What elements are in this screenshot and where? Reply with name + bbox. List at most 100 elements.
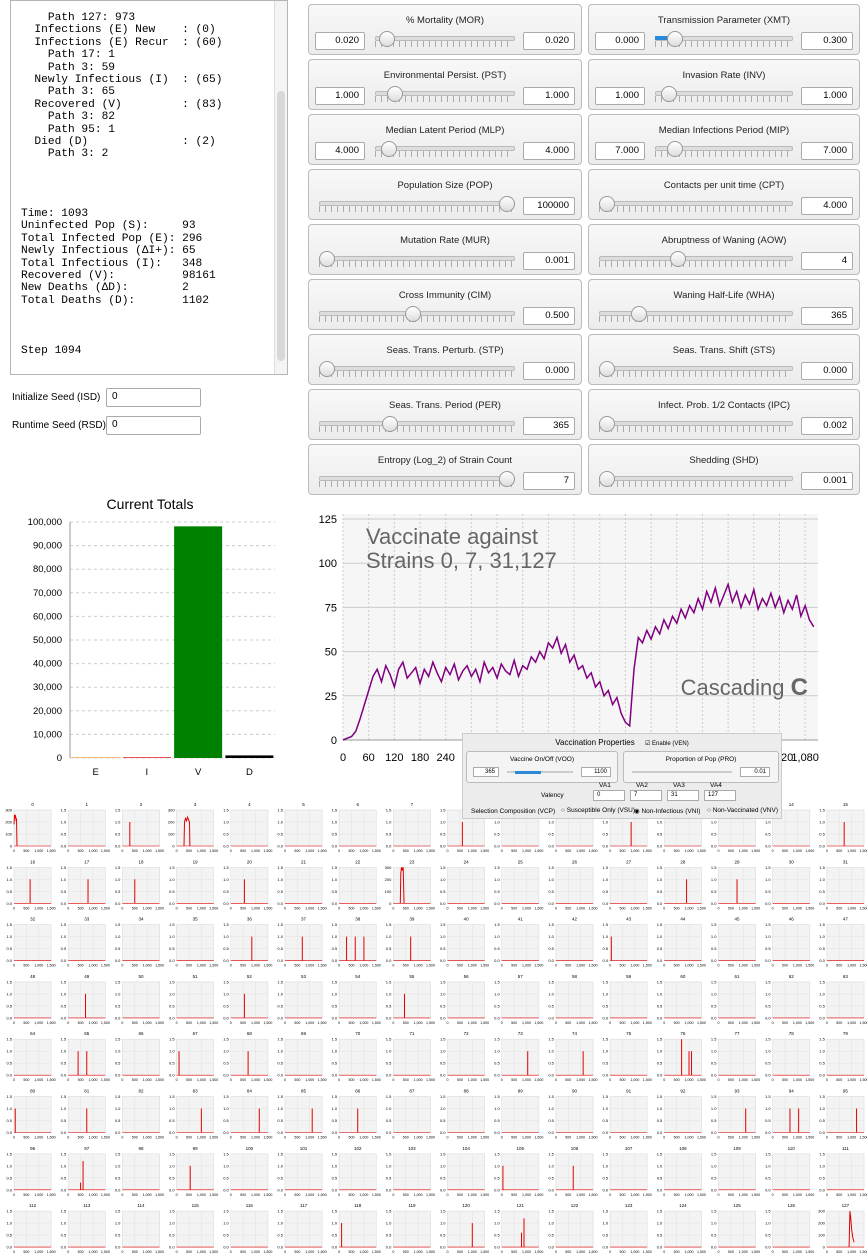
- value-field[interactable]: 7.000: [801, 142, 853, 160]
- slider-track[interactable]: [655, 146, 793, 151]
- slider-knob[interactable]: [631, 306, 648, 322]
- y-tick-label: 0.0: [603, 1245, 609, 1250]
- y-tick-label: 1.5: [115, 1151, 121, 1156]
- valency-input[interactable]: 127: [704, 790, 736, 801]
- slider-knob[interactable]: [387, 86, 404, 102]
- slider-knob[interactable]: [381, 141, 398, 157]
- value-field[interactable]: 100000: [523, 197, 575, 215]
- value-field[interactable]: 0.000: [523, 362, 575, 380]
- x-tick-label: 1,500: [589, 849, 598, 853]
- slider-track[interactable]: [655, 91, 793, 96]
- seed-input[interactable]: 0: [106, 388, 201, 407]
- scroll-thumb[interactable]: [277, 91, 285, 361]
- voo-start[interactable]: 365: [473, 767, 499, 777]
- value-field[interactable]: 0.001: [801, 472, 853, 490]
- slider-knob[interactable]: [670, 251, 687, 267]
- slider-knob[interactable]: [667, 141, 684, 157]
- slider-knob[interactable]: [378, 31, 395, 47]
- strain-chart: 340.00.51.01.50 500 1,000 1,500: [115, 917, 164, 968]
- voo-slider[interactable]: [507, 771, 573, 774]
- slider-knob[interactable]: [382, 416, 398, 432]
- y-tick-label: 1.5: [657, 1209, 663, 1214]
- value-field[interactable]: 0.001: [523, 252, 575, 270]
- slider-knob[interactable]: [599, 416, 615, 432]
- value-field[interactable]: 0.300: [801, 32, 853, 50]
- slider-knob[interactable]: [667, 31, 684, 47]
- slider-knob[interactable]: [499, 196, 515, 212]
- x-tick-label: 500: [565, 1021, 571, 1025]
- dialog-title-text: Vaccination Properties: [555, 738, 635, 747]
- x-tick-label: 1,500: [318, 1021, 327, 1025]
- y-tick-label: 0.5: [819, 1118, 825, 1123]
- slider-track[interactable]: [375, 91, 515, 96]
- slider-track[interactable]: [319, 421, 515, 426]
- slider-knob[interactable]: [499, 471, 515, 487]
- slider-ticks: [599, 481, 791, 487]
- strain-title: 100: [246, 1146, 254, 1151]
- valency-input[interactable]: 7: [630, 790, 662, 801]
- slider-track[interactable]: [599, 311, 793, 316]
- value-field[interactable]: 1.000: [523, 87, 575, 105]
- strain-chart: 730.00.51.01.50 500 1,000 1,500: [494, 1031, 543, 1082]
- slider-knob[interactable]: [599, 471, 615, 487]
- plot-area: [13, 1038, 52, 1076]
- min-field[interactable]: 7.000: [595, 142, 645, 160]
- enable-checkbox[interactable]: ☑ Enable (VEN): [644, 741, 689, 747]
- pro-slider[interactable]: [632, 771, 732, 773]
- slider-knob[interactable]: [405, 306, 422, 322]
- slider-track[interactable]: [375, 36, 515, 41]
- value-field[interactable]: 365: [801, 307, 853, 325]
- seed-input[interactable]: 0: [106, 416, 201, 435]
- valency-input[interactable]: 31: [667, 790, 699, 801]
- x-tick-label: 0: [284, 964, 286, 968]
- radio-option[interactable]: ○ Non-Vaccinated (VNV): [707, 807, 778, 814]
- x-tick-label: 0: [176, 1021, 178, 1025]
- min-field[interactable]: 1.000: [595, 87, 645, 105]
- x-tick-label: 1,000: [468, 1136, 477, 1140]
- x-tick-label: 1,500: [589, 1193, 598, 1197]
- min-field[interactable]: 0.020: [315, 32, 365, 50]
- x-tick-label: 1,500: [697, 906, 706, 910]
- value-field[interactable]: 4.000: [523, 142, 575, 160]
- scrollbar[interactable]: [274, 1, 287, 374]
- plot-area: [13, 809, 52, 847]
- value-field[interactable]: 0.002: [801, 417, 853, 435]
- x-tick-label: 1,000: [576, 849, 585, 853]
- x-tick-label: 1,500: [372, 849, 381, 853]
- y-tick-label: 1.0: [277, 877, 283, 882]
- y-tick-label: 0.0: [169, 901, 175, 906]
- slider-knob[interactable]: [319, 361, 335, 377]
- value-field[interactable]: 4.000: [801, 197, 853, 215]
- x-tick-label: 500: [78, 964, 84, 968]
- value-field[interactable]: 0.020: [523, 32, 575, 50]
- slider-knob[interactable]: [661, 86, 678, 102]
- y-tick-label: 0.0: [440, 1130, 446, 1135]
- min-field[interactable]: 0.000: [595, 32, 645, 50]
- x-tick-label: 0: [501, 849, 503, 853]
- min-field[interactable]: 1.000: [315, 87, 365, 105]
- y-tick-label: 1.0: [711, 934, 717, 939]
- value-field[interactable]: 365: [523, 417, 575, 435]
- strain-chart: 960.00.51.01.50 500 1,000 1,500: [6, 1146, 55, 1197]
- plot-area: [718, 1153, 756, 1191]
- radio-option[interactable]: ◉ Non-Infectious (VNI): [634, 807, 700, 815]
- min-field[interactable]: 4.000: [315, 142, 365, 160]
- slider-knob[interactable]: [319, 251, 335, 267]
- voo-end[interactable]: 1100: [581, 767, 611, 777]
- strain-chart: 740.00.51.01.50 500 1,000 1,500: [548, 1031, 597, 1082]
- pro-value[interactable]: 0.01: [740, 767, 770, 777]
- valency-input[interactable]: 0: [593, 790, 625, 801]
- value-field[interactable]: 7: [523, 472, 575, 490]
- radio-option[interactable]: ○ Susceptible Only (VSU): [561, 807, 635, 814]
- slider-knob[interactable]: [599, 361, 615, 377]
- value-field[interactable]: 0.000: [801, 362, 853, 380]
- slider-track[interactable]: [599, 256, 793, 261]
- slider-knob[interactable]: [599, 196, 615, 212]
- x-tick-label: 1,500: [47, 1021, 56, 1025]
- value-field[interactable]: 1.000: [801, 87, 853, 105]
- slider-track[interactable]: [375, 146, 515, 151]
- strain-chart: 330.00.51.01.50 500 1,000 1,500: [61, 917, 110, 968]
- value-field[interactable]: 4: [801, 252, 853, 270]
- y-tick-label: 0.0: [223, 844, 229, 849]
- value-field[interactable]: 0.500: [523, 307, 575, 325]
